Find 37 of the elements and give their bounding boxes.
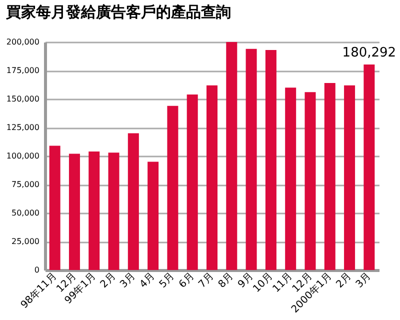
data-label: 180,292 xyxy=(342,45,396,60)
bar xyxy=(304,92,316,270)
bar xyxy=(167,106,178,270)
bar xyxy=(206,85,218,270)
bar xyxy=(49,146,60,270)
bar xyxy=(364,64,375,270)
y-tick-label: 50,000 xyxy=(12,208,40,218)
bar xyxy=(186,94,198,270)
x-tick-label: 3月 xyxy=(354,270,374,290)
bar xyxy=(88,151,100,270)
y-tick-label: 25,000 xyxy=(12,237,40,246)
y-tick-label: 75,000 xyxy=(12,180,40,189)
x-tick-label: 6月 xyxy=(177,270,197,290)
y-tick-label: 125,000 xyxy=(6,123,40,132)
x-tick-label: 2月 xyxy=(98,270,118,290)
bar xyxy=(68,154,80,270)
y-tick-label: 0 xyxy=(34,266,40,274)
bar xyxy=(226,42,238,270)
bar xyxy=(128,133,139,270)
bar xyxy=(265,50,276,270)
bar xyxy=(246,48,257,270)
x-tick-label: 8月 xyxy=(216,270,236,290)
bar xyxy=(344,85,356,270)
bar xyxy=(108,152,120,270)
y-tick-label: 150,000 xyxy=(6,94,40,104)
chart-title: 買家每月發給廣告客戶的產品查詢 xyxy=(4,3,231,21)
x-tick-label: 2月 xyxy=(334,270,354,290)
y-tick-label: 100,000 xyxy=(6,152,40,160)
y-tick-label: 175,000 xyxy=(6,66,40,75)
x-tick-label: 5月 xyxy=(158,270,177,290)
x-tick-label: 4月 xyxy=(138,270,158,290)
bar xyxy=(285,88,296,270)
x-tick-label: 7月 xyxy=(196,270,216,290)
bar xyxy=(148,162,159,270)
y-tick-label: 200,000 xyxy=(6,38,40,46)
x-tick-label: 3月 xyxy=(118,270,138,290)
bar xyxy=(324,83,336,270)
